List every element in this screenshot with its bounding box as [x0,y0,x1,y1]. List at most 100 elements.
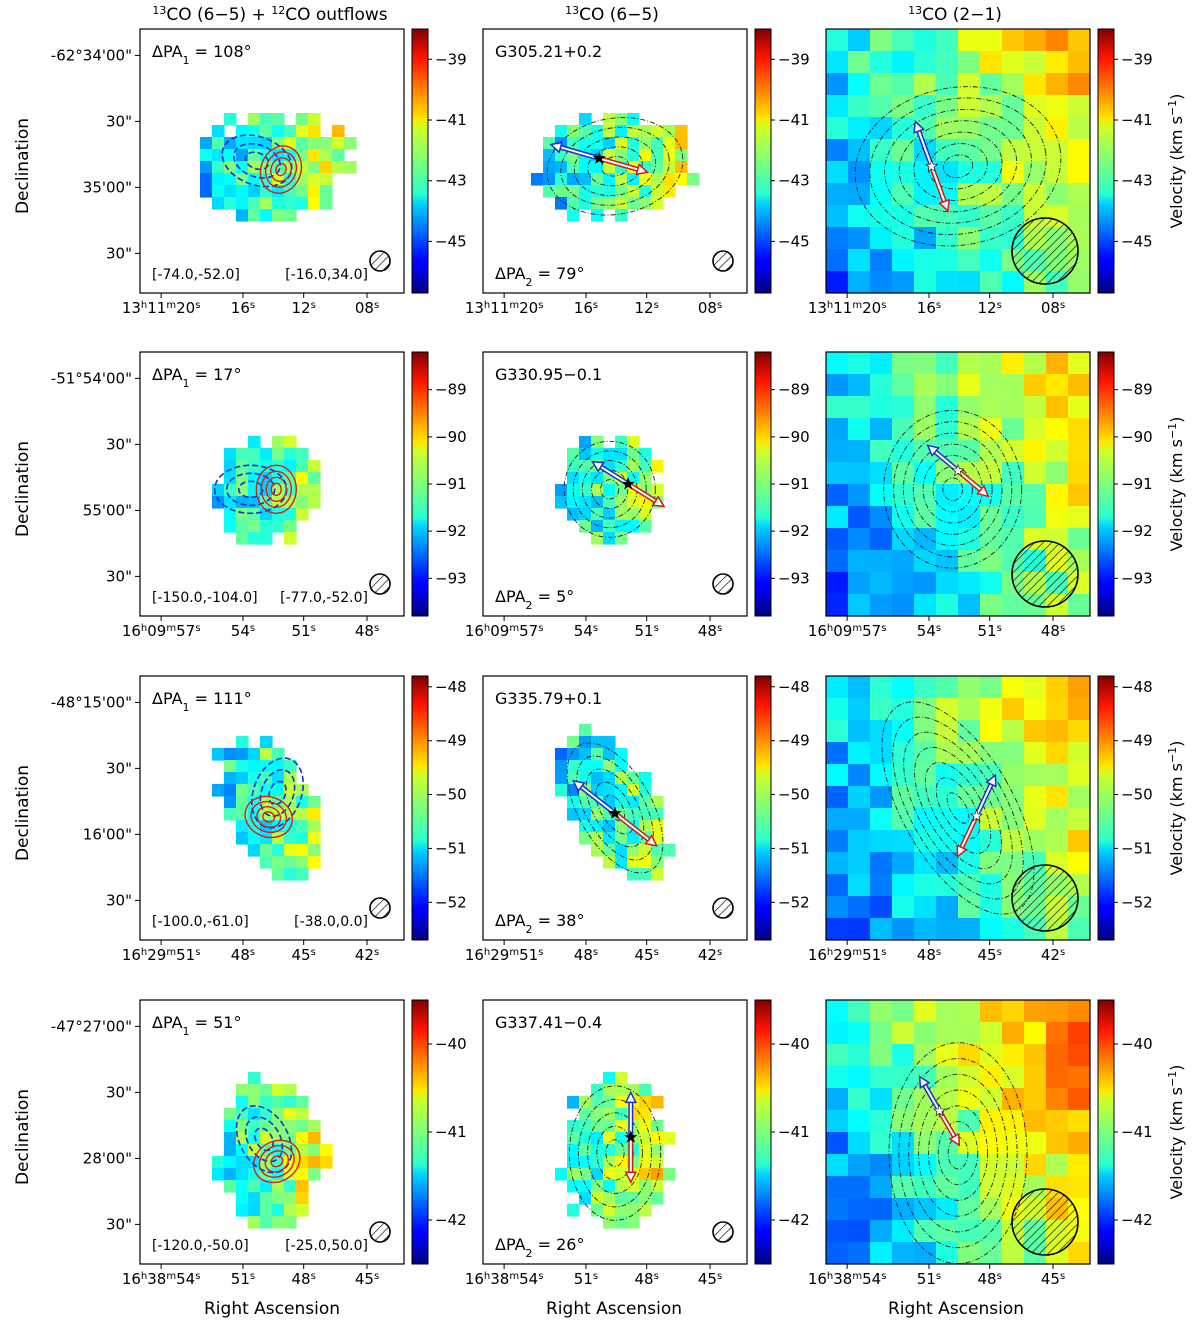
velocity-pixel [980,462,1003,485]
intensity-contour [587,1112,643,1194]
velocity-pixel [914,594,937,616]
velocity-pixel [914,698,937,721]
velocity-pixel [603,185,616,198]
velocity-pixel [1024,1132,1047,1155]
velocity-pixel [627,1204,640,1217]
velocity-pixel [555,125,568,138]
red-outflow-contour [260,470,293,509]
velocity-pixel [260,1180,273,1193]
velocity-pixel [848,808,871,831]
ra-tick-label: 16h29m51s [465,946,544,964]
intensity-contour [884,108,1032,224]
velocity-pixel [1046,786,1069,809]
velocity-pixel [958,418,981,441]
velocity-pixel [603,760,616,773]
velocity-pixel [260,832,273,845]
velocity-pixel [272,508,285,521]
velocity-pixel [260,1192,273,1205]
velocity-pixel [826,1022,849,1045]
ra-tick-label: 12s [978,299,1002,317]
velocity-pixel [615,460,628,473]
velocity-pixel [870,896,893,919]
velocity-pixel [236,460,249,473]
velocity-pixel [826,161,849,184]
velocity-pixel [248,484,261,497]
ylabel-declination: Declination [13,118,33,214]
velocity-pixel [651,808,664,821]
velocity-pixel [591,197,604,210]
velocity-pixel [914,1132,937,1155]
velocity-pixel [296,1108,309,1121]
dec-tick-label: 35'00" [83,178,132,196]
velocity-pixel [236,197,249,210]
velocity-pixel [579,1120,592,1133]
velocity-pixel [224,1180,237,1193]
velocity-pixel [332,161,345,174]
velocity-pixel [579,1156,592,1169]
velocity-pixel [980,1066,1003,1089]
velocity-pixel [308,484,321,497]
velocity-pixel [603,1096,616,1109]
velocity-pixel [914,95,937,118]
velocity-pixel [579,1144,592,1157]
velocity-pixel [212,784,225,797]
velocity-pixel [936,1154,959,1177]
colorbar-tick-label: −39 [778,50,810,68]
velocity-pixel [308,496,321,509]
velocity-pixel [958,918,981,940]
dec-tick-label: 55'00" [83,501,132,519]
ra-tick-label: 16h09m57s [808,622,887,640]
velocity-pixel [615,1072,628,1085]
velocity-pixel [675,125,688,138]
red-outflow-contour [264,1150,290,1173]
velocity-pixel [639,460,652,473]
dec-tick-label: 30" [106,244,132,262]
velocity-pixel [826,742,849,765]
velocity-pixel [284,808,297,821]
velocity-pixel [260,520,273,533]
source-star [608,806,622,819]
velocity-pixel [531,173,544,186]
velocity-pixel [1002,205,1025,228]
velocity-pixel [260,796,273,809]
panel-col1: 16h29m51s 48s 45s 42s ΔPA1 = 111° [-100.0,-61… [122,675,405,964]
velocity-pixel [308,113,321,126]
velocity-pixel [591,520,604,533]
velocity-pixel [1024,29,1047,52]
intensity-contour [576,755,654,861]
velocity-pixel [296,1132,309,1145]
velocity-pixel [958,1154,981,1177]
velocity-pixel [870,227,893,250]
velocity-pixel [555,772,568,785]
velocity-pixel [615,1120,628,1133]
velocity-pixel [892,1088,915,1111]
velocity-pixel [236,149,249,162]
velocity-pixel [579,472,592,485]
velocity-pixel [1046,506,1069,529]
dpa2-label: ΔPA2 = 26° [495,1235,584,1260]
ra-tick-label: 16h09m57s [122,622,201,640]
velocity-pixel [826,183,849,206]
velocity-pixel [870,874,893,897]
velocity-pixel [308,173,321,186]
beam-ellipse [1011,217,1079,285]
velocity-pixel [639,472,652,485]
velocity-pixel [296,161,309,174]
dpa2-label: ΔPA2 = 79° [495,264,584,289]
velocity-pixel [936,1198,959,1221]
velocity-pixel [579,197,592,210]
velocity-pixel [892,249,915,272]
velocity-pixel [892,698,915,721]
velocity-pixel [1002,95,1025,118]
ra-tick-label: 16h29m51s [122,946,201,964]
velocity-pixel [826,896,849,919]
red-outflow-arrow-head [948,1132,961,1147]
blue-outflow-arrow-shaft-inner [934,451,959,472]
panel-frame [482,675,748,941]
col2-title: 13CO (6−5) [565,4,659,26]
velocity-pixel [1046,1154,1069,1177]
blue-outflow-arrow-shaft-inner [917,130,933,167]
source-name: G330.95−0.1 [495,365,602,384]
intensity-contour [573,136,657,196]
panel-plot-area [826,29,1090,293]
